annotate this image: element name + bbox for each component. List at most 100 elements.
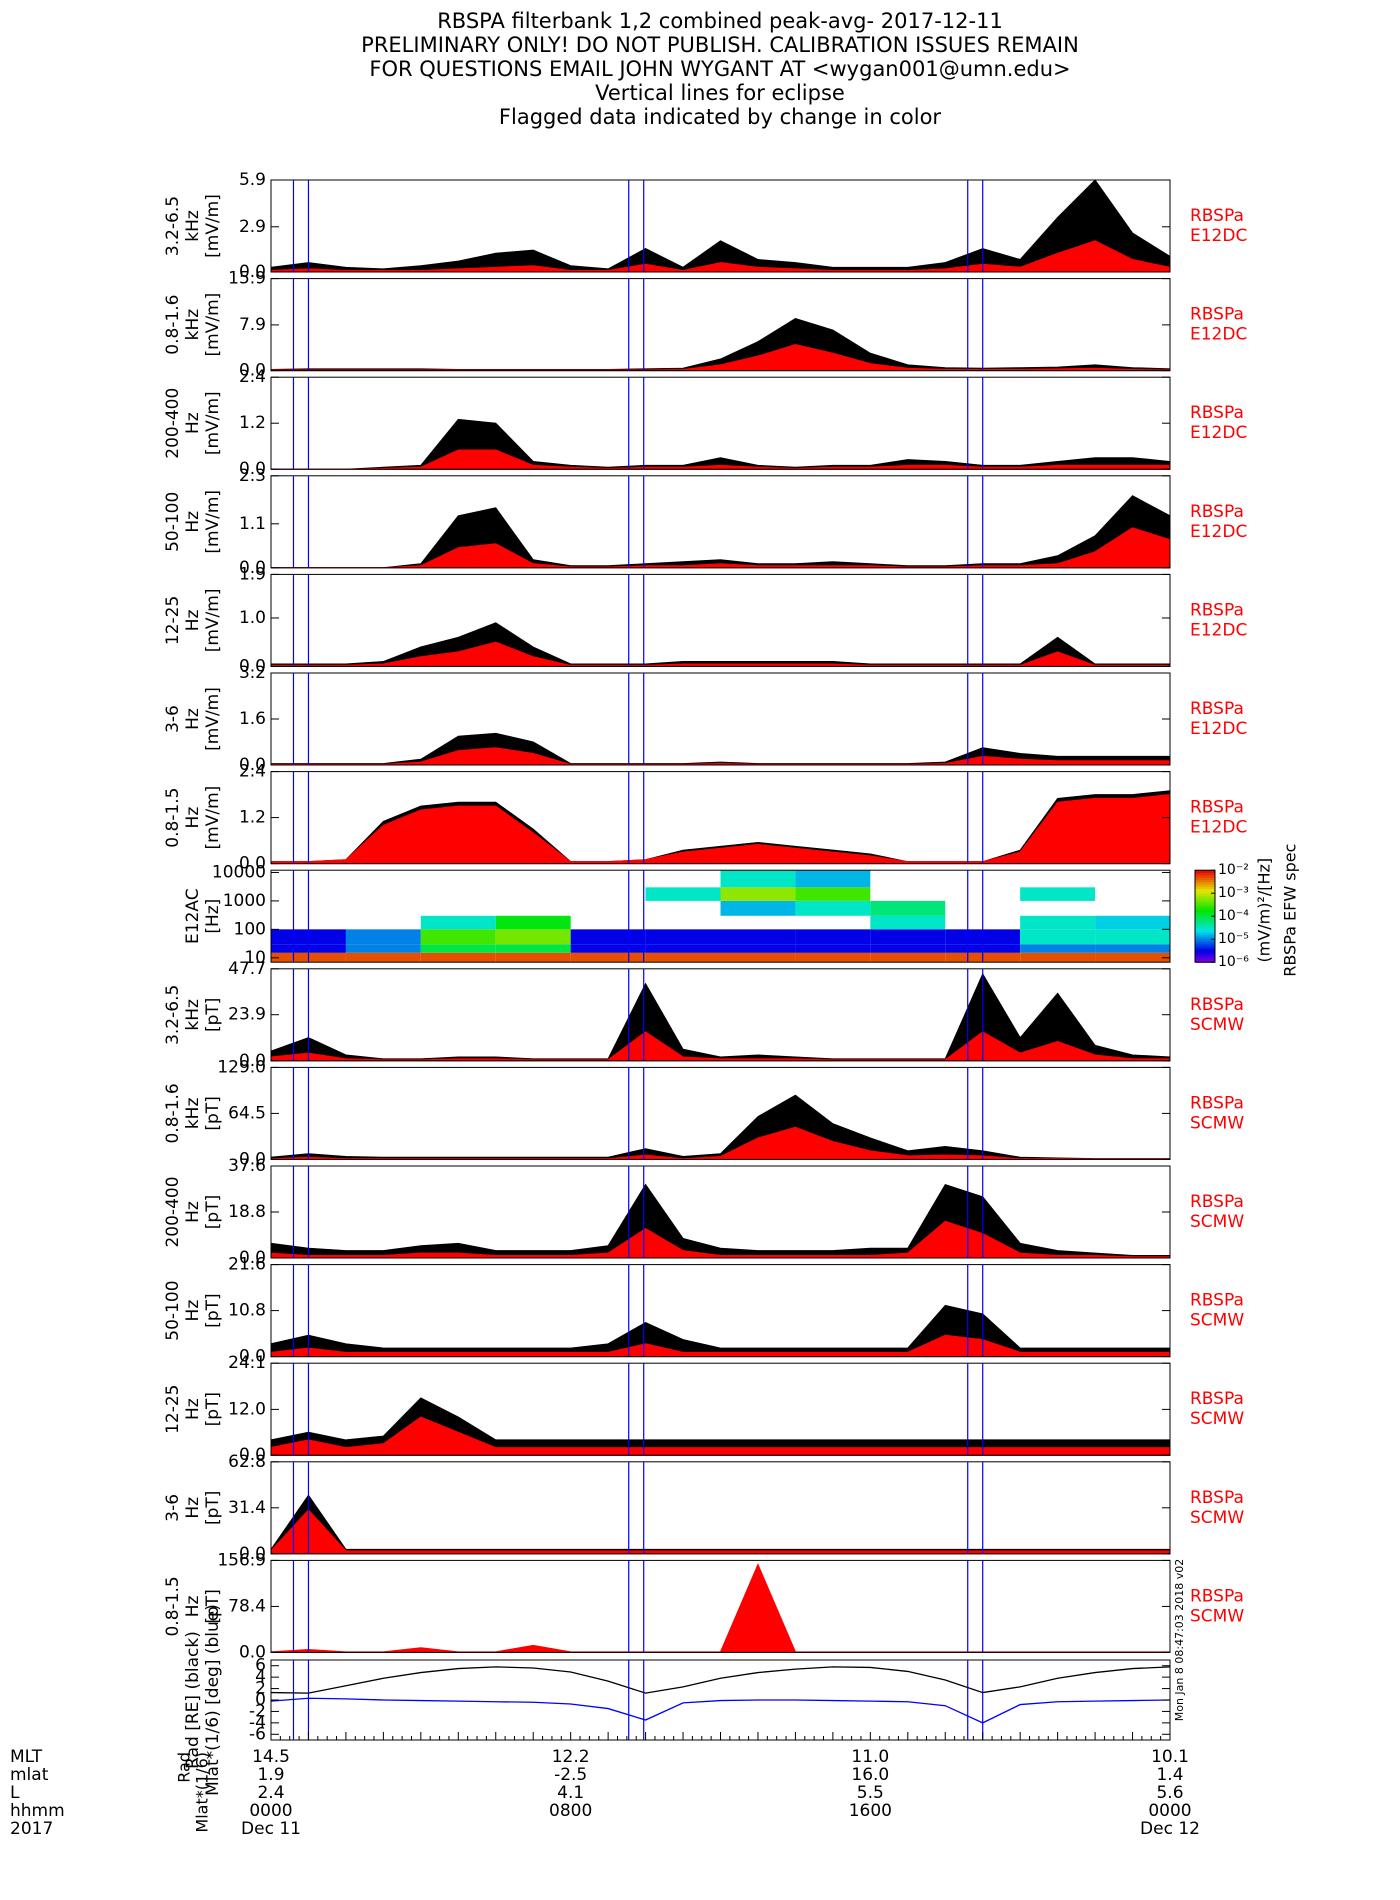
series-area: [271, 418, 1171, 470]
footer-value: 14.5: [252, 1747, 290, 1767]
series-label: E12DC: [1190, 620, 1247, 640]
panel-frame: [270, 1165, 1171, 1259]
y-axis-label: Hz: [183, 1201, 203, 1223]
series-label: E12DC: [1190, 522, 1247, 542]
y-axis-label: [Hz]: [203, 899, 223, 934]
colorbar-tick-label: 10⁻²: [1218, 862, 1249, 878]
footer-value: 0000: [1148, 1801, 1191, 1821]
y-tick-label: 10: [244, 948, 266, 968]
series-area: [270, 1494, 1171, 1555]
footer-row-label: L: [10, 1783, 20, 1803]
y-axis-label: [mV/m]: [203, 391, 223, 455]
y-axis-label: 3-6: [163, 1494, 183, 1522]
y-tick-label: 12.0: [228, 1399, 266, 1419]
spectrogram-cell: [420, 952, 496, 963]
y-tick-label: 1.0: [239, 608, 266, 628]
title-line: Vertical lines for eclipse: [595, 81, 845, 105]
y-axis-label: E12AC: [183, 888, 203, 944]
y-axis-label: [mV/m]: [203, 194, 223, 258]
y-tick-label: 0.0: [239, 262, 266, 282]
series-label: RBSPa: [1190, 699, 1244, 719]
y-tick-label: 31.4: [228, 1498, 266, 1518]
y-tick-label: 1.2: [239, 808, 266, 828]
series-area: [270, 747, 1171, 766]
y-axis-label: [mV/m]: [203, 687, 223, 751]
spectrogram-cell: [1020, 887, 1096, 901]
series-area: [270, 1094, 1171, 1160]
series-area: [270, 1334, 1171, 1358]
colorbar-step: [1195, 895, 1215, 899]
title-line: RBSPA filterbank 1,2 combined peak-avg- …: [437, 9, 1003, 33]
y-axis-label: 50-100: [163, 1280, 183, 1340]
series-area: [271, 495, 1171, 569]
series-area: [270, 1126, 1171, 1160]
spectrogram-cell: [345, 929, 421, 945]
spectrogram-cell: [1095, 929, 1170, 945]
series-area: [270, 1416, 1171, 1456]
spectrogram-cell: [420, 929, 496, 945]
spectrogram-cell: [345, 944, 421, 953]
series-label: SCMW: [1190, 1606, 1244, 1626]
series-label: RBSPa: [1190, 1586, 1244, 1606]
y-axis-label: [pT]: [203, 998, 223, 1032]
panel-frame: [270, 1264, 1171, 1358]
series-label: E12DC: [1190, 423, 1247, 443]
footer-value: 0800: [549, 1801, 592, 1821]
colorbar-step: [1195, 939, 1215, 942]
series-area: [270, 179, 1171, 273]
y-tick-label: 0.0: [239, 1445, 266, 1465]
footer-row-label: hhmm: [10, 1801, 65, 1821]
footer-value: 1600: [849, 1801, 892, 1821]
colorbar-step: [1195, 890, 1215, 894]
series-label: RBSPa: [1190, 798, 1244, 818]
y-axis-label: 12-25: [163, 596, 183, 645]
colorbar-step: [1195, 886, 1215, 890]
y-tick-label: 1.1: [239, 514, 266, 534]
series-label: RBSPa: [1190, 1192, 1244, 1212]
colorbar-step: [1195, 934, 1215, 938]
y-tick-label: 64.5: [228, 1103, 266, 1123]
colorbar-step: [1195, 874, 1215, 878]
footer-row-label: mlat: [10, 1765, 49, 1785]
series-label: RBSPa: [1190, 1488, 1244, 1508]
colorbar-tick-label: 10⁻⁴: [1218, 908, 1249, 924]
y-axis-label: Hz: [183, 1398, 203, 1420]
colorbar-step: [1195, 946, 1215, 949]
series-line: [270, 1697, 1171, 1724]
y-tick-label: 100: [234, 919, 266, 939]
colorbar-label: (mV/m)²/[Hz]: [1255, 858, 1274, 963]
footer-row-label: 2017: [10, 1819, 53, 1839]
footer-value: 1.4: [1156, 1765, 1183, 1785]
colorbar-step: [1195, 955, 1215, 959]
spectrogram-cell: [645, 944, 721, 953]
colorbar-step: [1195, 884, 1215, 887]
spectrogram-cell: [795, 944, 871, 953]
colorbar-step: [1195, 893, 1215, 896]
y-tick-label: -6: [249, 1724, 266, 1744]
colorbar-step: [1195, 943, 1215, 947]
colorbar-step: [1195, 902, 1215, 906]
footer-value: -2.5: [554, 1765, 587, 1785]
series-label: RBSPa: [1190, 600, 1244, 620]
series-area: [270, 1183, 1171, 1259]
spectrogram-cell: [495, 952, 571, 963]
spectrogram-cell: [1020, 929, 1096, 945]
y-axis-label: Mlat*(1/6) [deg] (blue): [203, 1604, 223, 1796]
colorbar-tick-label: 10⁻⁵: [1218, 931, 1249, 947]
title-line: PRELIMINARY ONLY! DO NOT PUBLISH. CALIBR…: [361, 33, 1079, 57]
timestamp: Mon Jan 8 08:47:03 2018 v02: [1173, 1559, 1186, 1722]
spectrogram-cell: [1020, 952, 1096, 963]
y-tick-label: 0.0: [239, 854, 266, 874]
series-area: [270, 240, 1171, 273]
panel-frame: [270, 672, 1171, 766]
y-axis-label: kHz: [183, 210, 203, 242]
y-tick-label: 1.9: [239, 564, 266, 584]
y-axis-label: Hz: [183, 511, 203, 533]
series-area: [270, 1509, 1171, 1555]
panel-frame: [270, 179, 1171, 273]
